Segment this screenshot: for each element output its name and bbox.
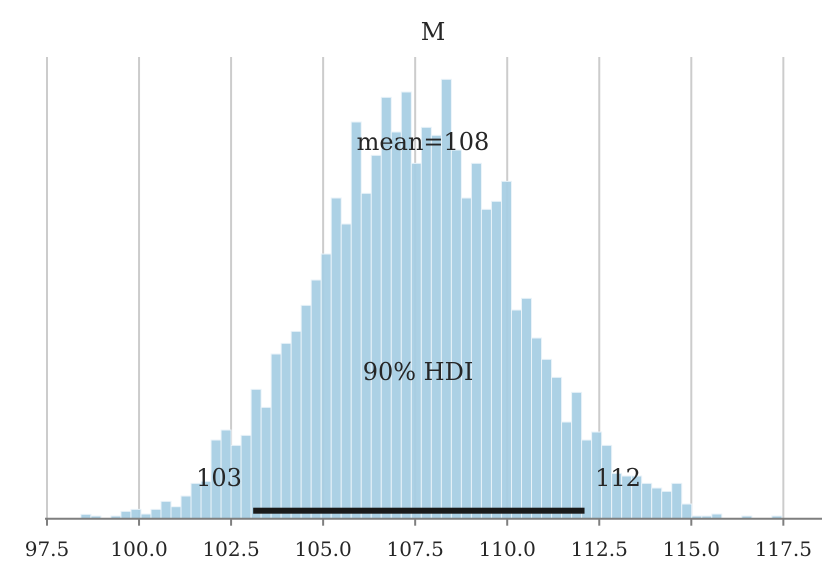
histogram-bar [500,180,512,520]
histogram-bar [671,482,683,520]
x-tick-label: 100.0 [110,537,167,561]
histogram-bar [260,406,272,520]
histogram-bar [581,439,593,520]
histogram-bar [410,162,422,520]
histogram-bar [480,208,492,520]
histogram-bar [310,279,322,520]
histogram-bar [510,309,522,520]
histogram-bar [300,304,312,520]
histogram-bar [240,434,252,520]
histogram-bar [150,508,162,520]
histogram-bars [80,78,783,520]
x-tick-label: 117.5 [755,537,812,561]
x-ticks: 97.5 100.0 102.5 105.0 107.5 110.0 112.5 115.0 1… [25,518,812,561]
x-tick-label: 115.0 [663,537,720,561]
histogram-bar [450,149,462,520]
histogram-bar [571,391,583,520]
histogram-bar [370,154,382,520]
histogram-bar [180,495,192,520]
histogram-bar [170,506,182,520]
histogram-bar [280,342,292,520]
hdi-bar [253,507,585,514]
histogram-bar [420,126,432,520]
histogram-bar [490,200,502,520]
histogram-bar [520,297,533,520]
histogram-bar [350,121,362,520]
histogram-bar [320,253,332,520]
mean-label: mean=108 [357,128,490,156]
histogram-bar [290,330,302,520]
histogram-bar [561,421,573,520]
x-tick-label: 97.5 [25,537,70,561]
histogram-bar [120,510,132,520]
x-tick-label: 112.5 [571,537,628,561]
hdi-label: 90% HDI [363,358,474,386]
x-tick-label: 107.5 [387,537,444,561]
histogram-bar [360,192,372,520]
histogram-bar [551,376,563,520]
x-tick-label: 105.0 [294,537,351,561]
histogram-bar [250,388,262,520]
histogram-bar [641,482,653,520]
histogram-bar [340,223,352,520]
histogram-bar [330,197,342,520]
histogram-bar [661,490,673,520]
histogram-bar [531,337,543,520]
histogram-bar [681,503,693,520]
histogram-bar [270,353,282,520]
histogram-bar [130,508,142,520]
x-tick-label: 102.5 [202,537,259,561]
histogram-bar [390,131,402,520]
histogram-bar [541,358,553,520]
histogram-bar [430,134,442,520]
histogram-bar [400,91,412,520]
hdi-low-label: 103 [196,464,242,492]
histogram-bar [470,162,482,520]
histogram-bar [160,500,172,520]
chart-title: M [421,18,446,46]
hdi-high-label: 112 [595,464,641,492]
histogram-bar [380,96,392,520]
histogram-bar [651,487,663,520]
x-tick-label: 110.0 [479,537,536,561]
